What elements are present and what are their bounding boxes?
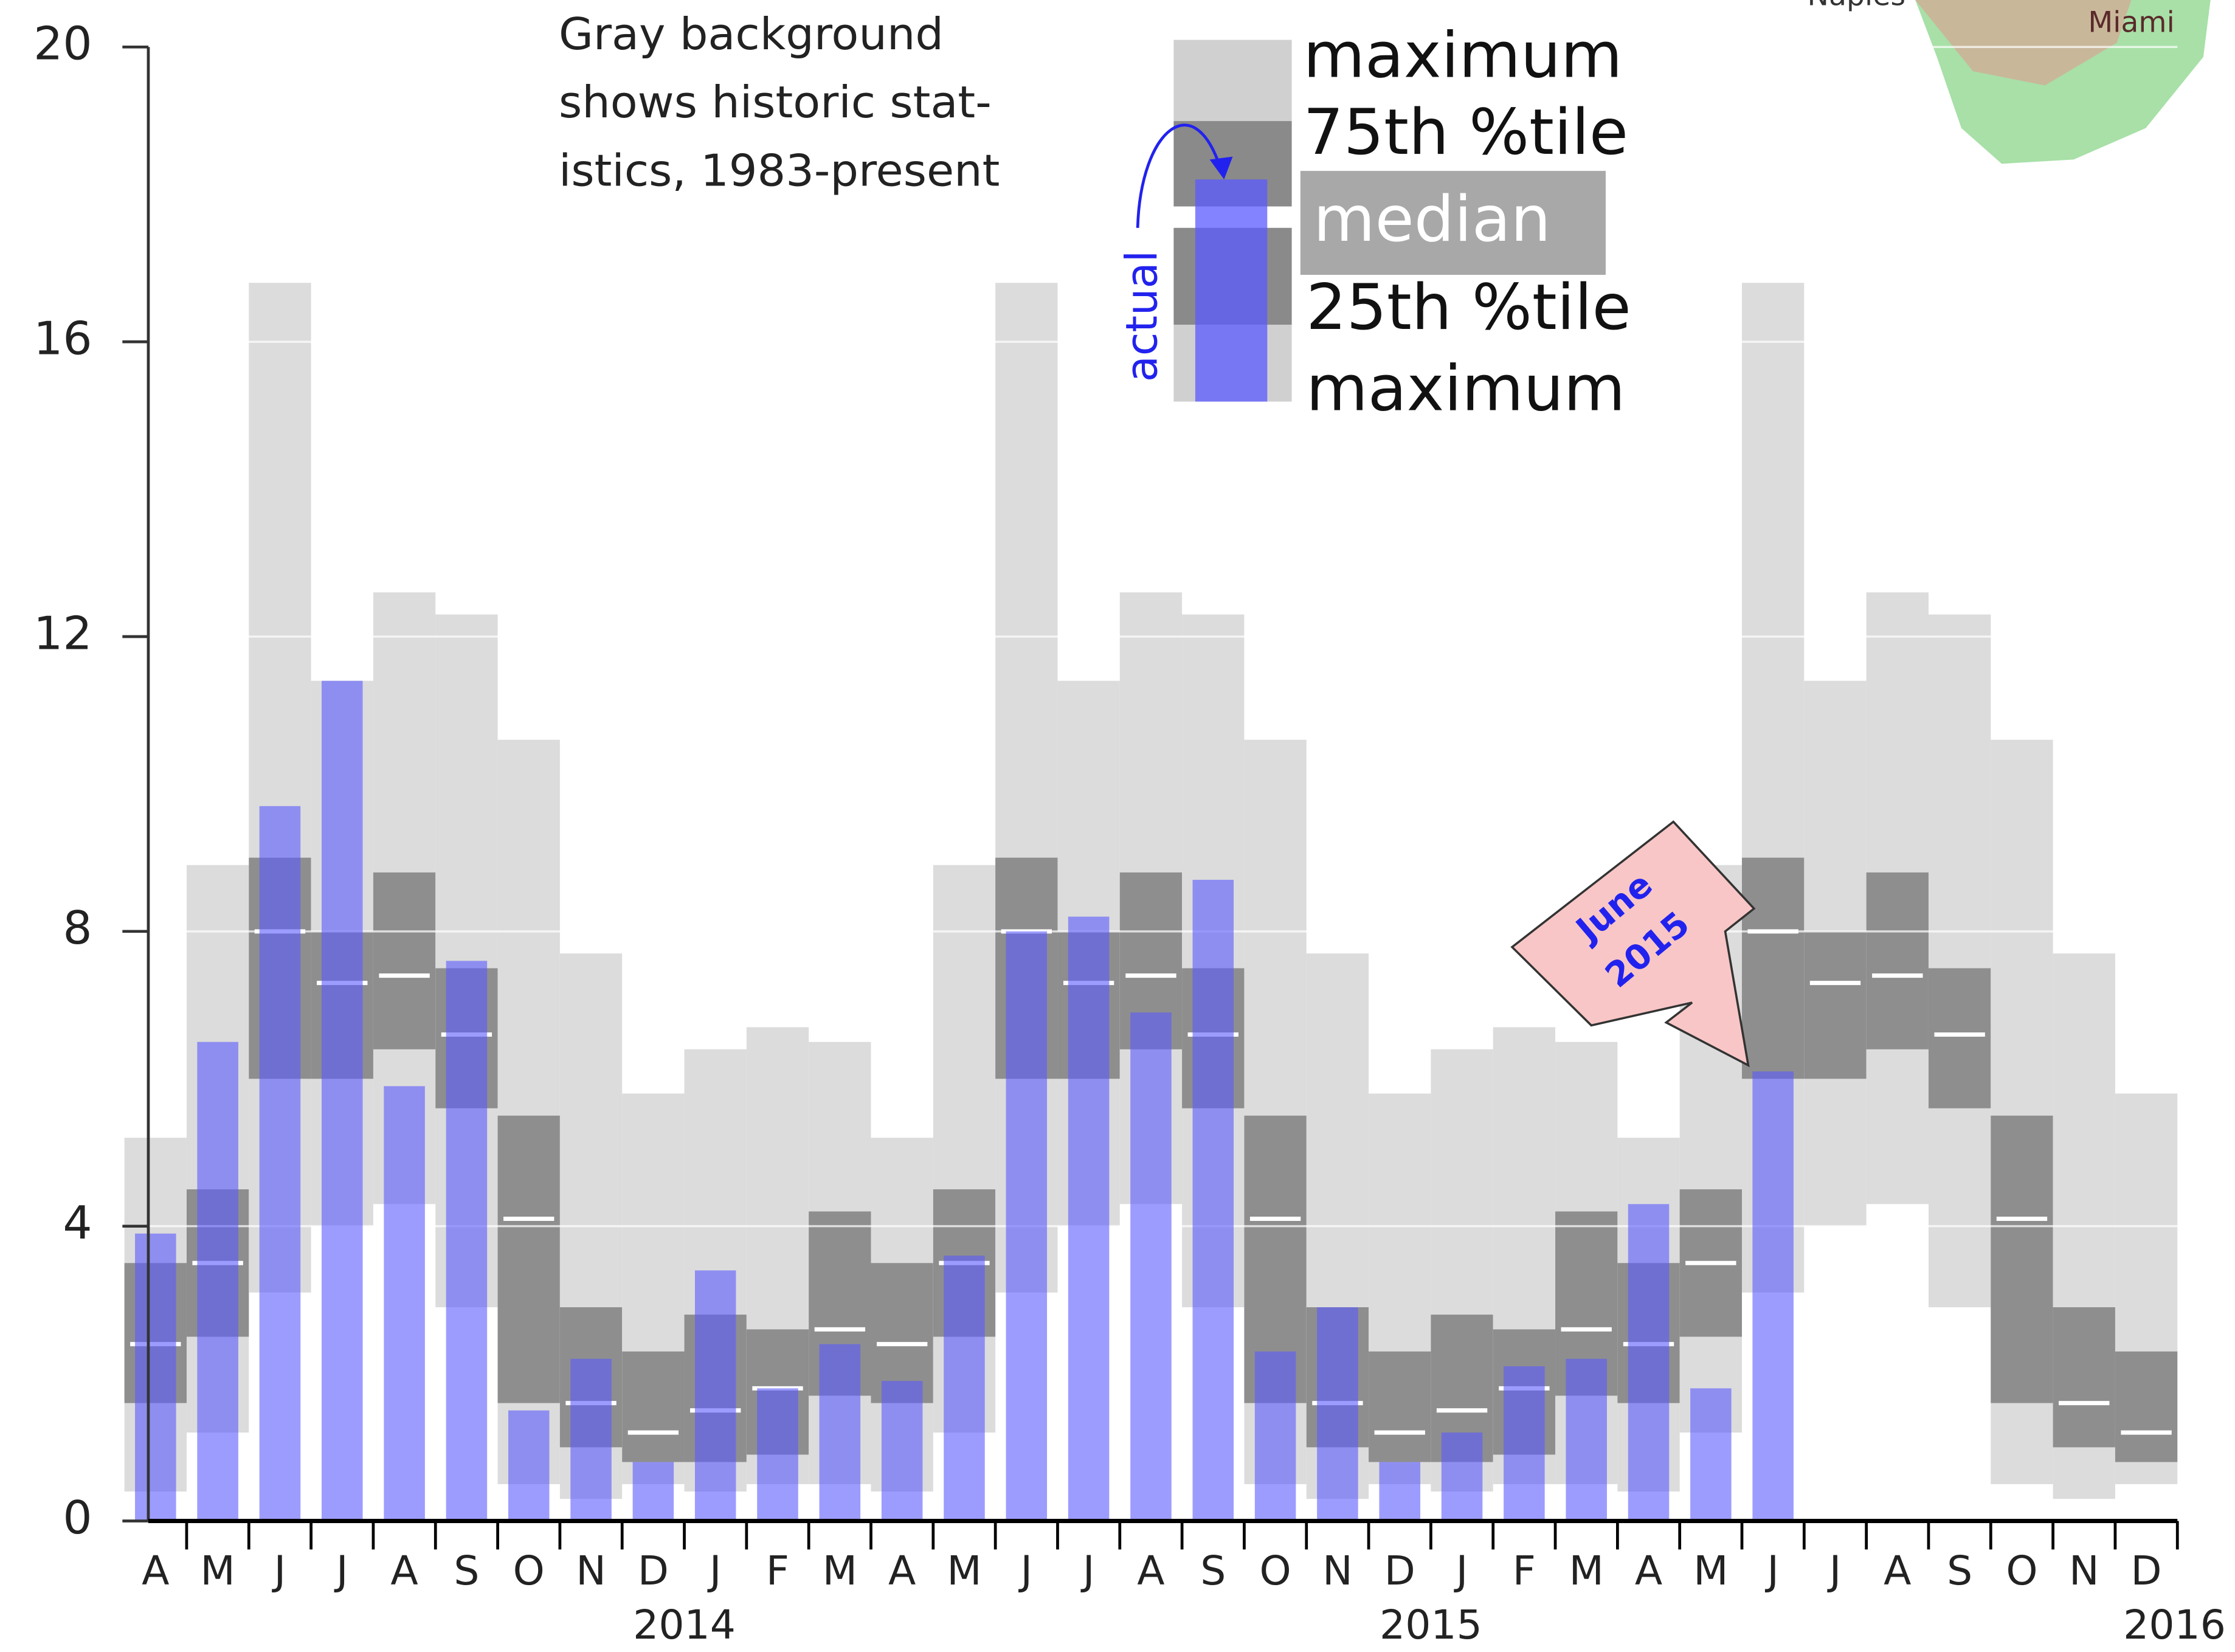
x-tick-label: D <box>2131 1547 2162 1594</box>
x-tick-label: F <box>1513 1547 1536 1594</box>
map-label: Miami <box>2088 6 2174 40</box>
actual-bar <box>135 1234 176 1521</box>
x-tick-label: A <box>1884 1547 1911 1594</box>
legend-label: 25th %tile <box>1306 272 1631 344</box>
actual-bar <box>1504 1366 1545 1521</box>
legend-label: 75th %tile <box>1304 97 1629 169</box>
x-tick-label: F <box>766 1547 789 1594</box>
x-tick-label: N <box>2069 1547 2099 1594</box>
historic-quartile <box>1742 858 1804 1079</box>
x-tick-label: A <box>888 1547 916 1594</box>
x-tick-label: J <box>1018 1547 1033 1594</box>
y-tick-label: 20 <box>33 17 92 71</box>
map-label: Naples <box>1808 0 1905 12</box>
actual-bar <box>757 1388 798 1521</box>
y-tick-label: 4 <box>63 1196 92 1249</box>
chart: Naples Miami Gray background shows histo… <box>0 0 2235 1652</box>
actual-bar <box>820 1344 861 1521</box>
actual-bar <box>1442 1433 1483 1521</box>
actual-bar <box>1130 1012 1172 1521</box>
note-line: Gray background <box>559 9 944 60</box>
actual-bar <box>1752 1071 1794 1521</box>
note-line: shows historic stat- <box>559 77 992 129</box>
year-label: 2014 <box>633 1602 736 1648</box>
x-tick-label: M <box>1569 1547 1604 1594</box>
actual-bar <box>1193 880 1234 1521</box>
x-tick-label: S <box>1200 1547 1226 1594</box>
y-tick-label: 16 <box>33 312 92 365</box>
legend-label: median <box>1313 183 1551 255</box>
historic-quartile <box>498 1116 560 1403</box>
historic-quartile <box>1804 931 1866 1079</box>
x-tick-label: A <box>1635 1547 1662 1594</box>
year-label: 2016 <box>2123 1602 2226 1648</box>
y-tick-label: 12 <box>33 607 92 660</box>
actual-bar <box>1317 1307 1358 1521</box>
x-tick-label: J <box>334 1547 348 1594</box>
x-tick-label: D <box>638 1547 669 1594</box>
actual-bar <box>1255 1352 1296 1521</box>
x-tick-label: O <box>2006 1547 2037 1594</box>
x-tick-label: S <box>454 1547 479 1594</box>
legend-actual-label: actual <box>1116 251 1167 382</box>
historic-quartile <box>2053 1307 2115 1447</box>
legend-actual <box>1195 179 1267 401</box>
x-tick-label: M <box>947 1547 981 1594</box>
y-tick-label: 8 <box>63 902 92 955</box>
actual-bar <box>446 961 488 1521</box>
year-label: 2015 <box>1380 1602 1482 1648</box>
legend-label: maximum <box>1304 19 1623 92</box>
actual-bar <box>695 1270 736 1521</box>
actual-bar <box>944 1256 985 1521</box>
historic-quartile <box>622 1352 684 1462</box>
x-tick-label: J <box>707 1547 722 1594</box>
historic-quartile <box>2115 1352 2177 1462</box>
actual-bar <box>1068 917 1110 1521</box>
x-tick-label: J <box>1080 1547 1095 1594</box>
x-tick-label: J <box>1454 1547 1468 1594</box>
x-tick-label: A <box>390 1547 418 1594</box>
actual-bar <box>633 1462 674 1521</box>
x-tick-label: J <box>1764 1547 1779 1594</box>
actual-bar <box>570 1359 612 1521</box>
y-tick-label: 0 <box>63 1491 92 1544</box>
x-tick-label: O <box>1259 1547 1291 1594</box>
historic-range <box>1929 615 1991 1307</box>
note: Gray background shows historic stat- ist… <box>559 9 1000 196</box>
x-tick-label: A <box>1137 1547 1164 1594</box>
x-tick-label: M <box>1693 1547 1728 1594</box>
x-tick-label: M <box>201 1547 235 1594</box>
actual-bar <box>1566 1359 1607 1521</box>
x-tick-label: D <box>1384 1547 1415 1594</box>
x-tick-label: J <box>272 1547 286 1594</box>
historic-quartile <box>1991 1116 2053 1403</box>
x-tick-label: J <box>1827 1547 1842 1594</box>
x-tick-label: M <box>823 1547 857 1594</box>
x-tick-label: A <box>142 1547 169 1594</box>
legend-range <box>1173 40 1291 122</box>
note-line: istics, 1983-present <box>559 145 1000 197</box>
historic-quartile <box>373 873 435 1049</box>
actual-bar <box>197 1042 238 1521</box>
historic-quartile <box>1929 968 1991 1108</box>
actual-bar <box>1628 1204 1670 1521</box>
legend: actual maximum 75th %tile median 25th %t… <box>1116 19 1631 425</box>
actual-bar <box>384 1086 425 1521</box>
actual-bar <box>882 1381 923 1521</box>
actual-bar <box>260 806 301 1521</box>
historic-quartile <box>1369 1352 1431 1462</box>
actual-bar <box>322 681 363 1521</box>
historic-quartile <box>1867 873 1929 1049</box>
x-tick-label: N <box>1322 1547 1353 1594</box>
x-tick-label: N <box>576 1547 606 1594</box>
actual-bar <box>1006 931 1048 1521</box>
x-tick-label: O <box>513 1547 545 1594</box>
actual-bar <box>1690 1388 1732 1521</box>
actual-bar <box>1379 1462 1420 1521</box>
legend-label: maximum <box>1306 353 1625 425</box>
actual-bar <box>508 1411 550 1521</box>
x-tick-label: S <box>1947 1547 1972 1594</box>
